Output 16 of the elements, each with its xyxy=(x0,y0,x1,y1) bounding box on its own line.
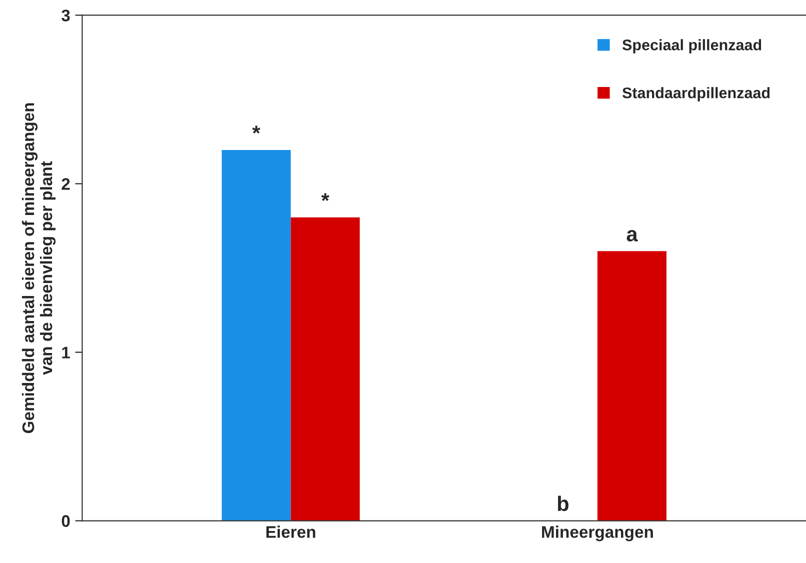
legend-label: Standaardpillenzaad xyxy=(622,87,770,102)
x-tick-label: Mineergangen xyxy=(542,526,653,542)
legend-label: Speciaal pillenzaad xyxy=(622,39,762,54)
data-label: * xyxy=(252,126,260,134)
bar xyxy=(290,217,360,521)
bar xyxy=(597,251,666,521)
annotation: b xyxy=(558,496,568,512)
y-axis-title: Gemiddeld aantal eieren of mineergangen van de bieenvlieg per plant xyxy=(22,103,56,434)
y-tick-label: 1 xyxy=(62,346,70,358)
x-tick-label: Eieren xyxy=(266,526,316,538)
y-tick-label: 2 xyxy=(62,178,70,190)
data-label: * xyxy=(321,193,330,201)
bar xyxy=(222,150,291,521)
y-tick-label: 0 xyxy=(62,515,70,527)
data-label: a xyxy=(626,230,638,242)
y-tick-label: 3 xyxy=(62,10,70,22)
